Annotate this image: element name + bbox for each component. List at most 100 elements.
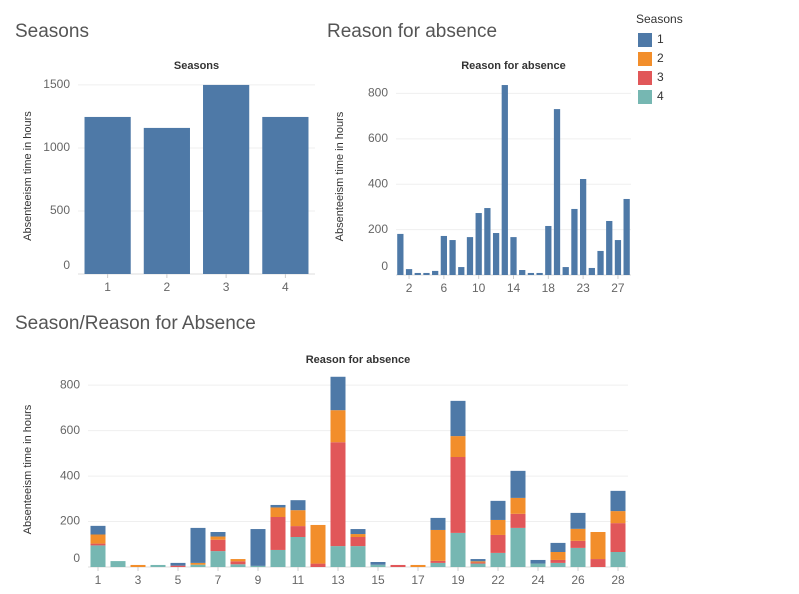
- bar-segment: [510, 470, 526, 498]
- bar-segment: [130, 564, 146, 567]
- bar-segment: [350, 529, 366, 535]
- bar: [545, 225, 552, 275]
- y-tick-label: 200: [368, 222, 388, 236]
- bar-segment: [490, 500, 506, 520]
- bar: [143, 127, 190, 275]
- bar: [466, 237, 474, 275]
- bar-segment: [90, 545, 106, 567]
- bar-segment: [510, 527, 526, 567]
- bar: [440, 235, 448, 275]
- bar: [449, 240, 456, 275]
- y-tick-label: 0: [63, 258, 70, 272]
- bar: [562, 267, 569, 275]
- y-axis-label: Absenteeism time in hours: [22, 111, 34, 241]
- bar-segment: [190, 527, 206, 563]
- bar-segment: [470, 559, 486, 562]
- bar-segment: [490, 534, 506, 553]
- bar: [553, 109, 561, 275]
- x-tick-label: 22: [491, 573, 505, 587]
- bar-segment: [350, 537, 366, 547]
- bar-segment: [170, 565, 186, 567]
- bar-segment: [550, 559, 566, 563]
- bar-segment: [350, 534, 366, 537]
- bar-segment: [570, 512, 586, 529]
- bar-segment: [490, 552, 506, 567]
- bar: [432, 270, 439, 275]
- bar: [458, 267, 465, 275]
- bar: [571, 208, 578, 275]
- bar-segment: [430, 560, 446, 563]
- bar-segment: [490, 519, 506, 535]
- bar: [405, 269, 413, 275]
- y-tick-label: 1500: [43, 77, 70, 91]
- bar: [527, 272, 535, 275]
- bar-segment: [270, 549, 286, 567]
- bar-segment: [230, 561, 246, 565]
- x-tick-label: 24: [531, 573, 545, 587]
- bar-segment: [210, 539, 226, 552]
- legend-swatch: [638, 52, 652, 66]
- x-tick-label: 17: [411, 573, 425, 587]
- bar-segment: [210, 536, 226, 540]
- y-tick-label: 500: [50, 203, 70, 217]
- x-tick-label: 19: [451, 573, 465, 587]
- bar-segment: [270, 507, 286, 517]
- legend-title: Seasons: [636, 12, 683, 26]
- legend-label: 4: [657, 89, 664, 103]
- x-tick-label: 11: [292, 573, 305, 587]
- bar: [203, 84, 250, 275]
- bar: [397, 233, 404, 275]
- bar: [475, 213, 482, 275]
- x-tick-label: 15: [371, 573, 385, 587]
- bar-segment: [190, 562, 206, 565]
- y-tick-label: 400: [368, 176, 388, 190]
- bar-segment: [110, 561, 126, 567]
- bar: [588, 267, 595, 275]
- bar-segment: [610, 552, 626, 567]
- y-axis-label: Absenteeism time in hours: [22, 404, 34, 534]
- x-tick-label: 3: [223, 280, 230, 294]
- x-tick-label: 2: [164, 280, 171, 294]
- bar-segment: [390, 564, 406, 567]
- bar: [262, 116, 309, 274]
- bar-segment: [570, 528, 586, 541]
- x-tick-label: 5: [175, 573, 182, 587]
- bar: [606, 220, 613, 275]
- x-tick-label: 6: [441, 281, 448, 295]
- dashboard-heading: Seasons: [15, 21, 89, 42]
- bar-segment: [310, 563, 326, 567]
- x-tick-label: 28: [611, 573, 625, 587]
- bar-segment: [330, 546, 346, 567]
- bar-segment: [470, 562, 486, 564]
- y-tick-label: 600: [60, 423, 80, 437]
- bar-segment: [370, 564, 386, 567]
- bar: [579, 178, 587, 275]
- bar-segment: [230, 564, 246, 567]
- bar-segment: [290, 510, 306, 527]
- bar: [536, 272, 543, 275]
- dashboard-heading: Reason for absence: [327, 21, 497, 42]
- x-tick-label: 9: [255, 573, 262, 587]
- bar-segment: [290, 526, 306, 537]
- bar-segment: [350, 546, 366, 567]
- bar: [484, 208, 491, 275]
- legend-swatch: [638, 71, 652, 85]
- bar: [492, 233, 500, 275]
- x-tick-label: 13: [331, 573, 345, 587]
- chart-title: Reason for absence: [306, 354, 411, 366]
- y-tick-label: 1000: [43, 140, 70, 154]
- bar: [414, 272, 421, 275]
- bar-segment: [450, 532, 466, 567]
- bar: [597, 250, 604, 275]
- bar-segment: [90, 525, 106, 535]
- bar-segment: [210, 551, 226, 567]
- y-tick-label: 400: [60, 468, 80, 482]
- y-tick-label: 200: [60, 514, 80, 528]
- legend-swatch: [638, 90, 652, 104]
- x-tick-label: 10: [472, 281, 486, 295]
- bar-segment: [330, 410, 346, 443]
- x-tick-label: 27: [611, 281, 625, 295]
- bar-segment: [90, 534, 106, 544]
- bar-segment: [510, 513, 526, 528]
